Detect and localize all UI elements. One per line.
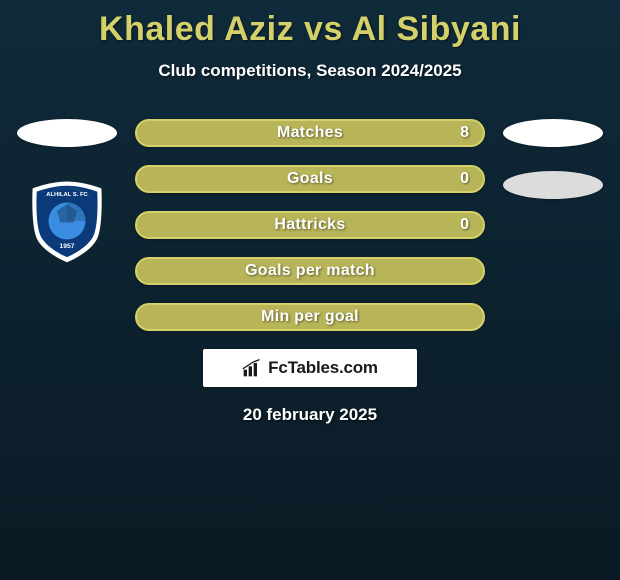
subtitle: Club competitions, Season 2024/2025 — [158, 61, 461, 81]
stat-label: Goals per match — [245, 262, 375, 280]
bar-chart-icon — [242, 358, 262, 378]
badge-text-top: ALHILAL S. FC — [46, 192, 88, 198]
player-b-oval-1 — [503, 119, 603, 147]
shield-icon: ALHILAL S. FC 1957 — [25, 179, 109, 263]
stat-label: Goals — [287, 170, 333, 188]
stat-bar: Min per goal — [135, 303, 485, 331]
stat-label: Min per goal — [261, 308, 359, 326]
stat-value: 0 — [460, 170, 469, 188]
left-column: ALHILAL S. FC 1957 — [17, 119, 117, 263]
badge-year: 1957 — [60, 243, 75, 250]
player-b-oval-2 — [503, 171, 603, 199]
stat-label: Matches — [277, 124, 343, 142]
stat-bar: Hattricks 0 — [135, 211, 485, 239]
player-a-oval-1 — [17, 119, 117, 147]
right-column — [503, 119, 603, 199]
watermark: FcTables.com — [203, 349, 417, 387]
infographic-root: Khaled Aziz vs Al Sibyani Club competiti… — [0, 0, 620, 580]
title-vs: vs — [304, 10, 343, 48]
stat-bar: Goals 0 — [135, 165, 485, 193]
comparison-row: ALHILAL S. FC 1957 Matches8Goals0Hattric… — [0, 119, 620, 331]
footer-date: 20 february 2025 — [243, 405, 377, 425]
stat-value: 0 — [460, 216, 469, 234]
stat-label: Hattricks — [274, 216, 345, 234]
club-badge-alhilal: ALHILAL S. FC 1957 — [25, 179, 109, 263]
stat-bar: Goals per match — [135, 257, 485, 285]
title-player-a: Khaled Aziz — [99, 10, 294, 48]
stat-value: 8 — [460, 124, 469, 142]
stat-bar: Matches 8 — [135, 119, 485, 147]
watermark-text: FcTables.com — [268, 358, 378, 378]
title-player-b: Al Sibyani — [352, 10, 521, 48]
page-title: Khaled Aziz vs Al Sibyani — [99, 10, 521, 49]
stats-column: Matches 8 Goals 0 Hattricks 0 Goals per match M… — [135, 119, 485, 331]
